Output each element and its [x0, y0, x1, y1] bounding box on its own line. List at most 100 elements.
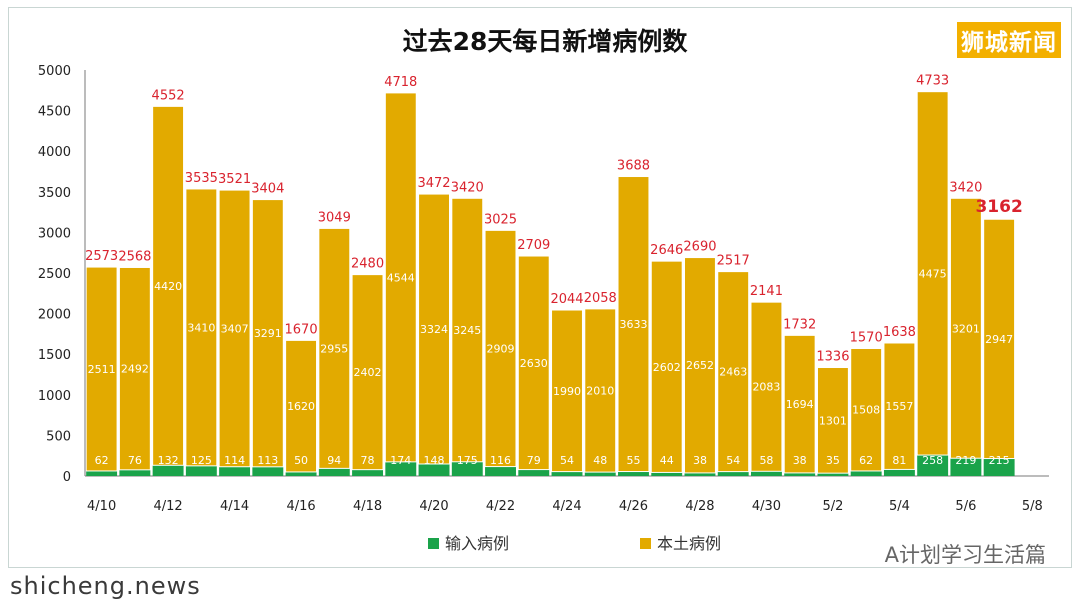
imported-value-label: 35	[826, 454, 840, 467]
local-value-label: 4420	[154, 280, 182, 293]
bar-imported	[451, 461, 483, 476]
local-value-label: 2083	[752, 381, 780, 394]
bar-local	[418, 193, 450, 465]
x-tick-label: 5/6	[955, 499, 976, 514]
brand-logo: 狮城新闻	[957, 22, 1061, 58]
y-tick-label: 4500	[38, 105, 71, 120]
y-tick-label: 1000	[38, 389, 71, 404]
chart: 过去28天每日新增病例数 0 500 1000 1500 2000 2500 3000 350…	[38, 27, 1049, 553]
total-label: 1336	[816, 350, 849, 365]
bar-imported	[518, 469, 550, 476]
bar-imported	[485, 466, 516, 476]
bar-imported	[584, 472, 616, 476]
imported-value-label: 38	[793, 454, 807, 467]
x-tick-label: 4/14	[220, 499, 249, 514]
imported-value-label: 62	[95, 454, 109, 467]
total-label: 4733	[916, 74, 949, 89]
imported-value-label: 78	[361, 454, 375, 467]
imported-value-label: 38	[693, 454, 707, 467]
total-label: 2058	[584, 291, 617, 306]
bar-local	[783, 334, 816, 474]
y-tick-label: 0	[63, 470, 71, 485]
imported-value-label: 116	[490, 454, 511, 467]
y-tick-label: 2500	[38, 267, 71, 282]
imported-value-label: 44	[660, 454, 674, 467]
local-value-label: 2492	[121, 363, 149, 376]
legend-label-local: 本土病例	[657, 534, 721, 553]
bar-imported	[252, 466, 284, 476]
bar-imported	[551, 471, 583, 476]
bar-local	[949, 197, 982, 459]
total-label: 3535	[185, 171, 218, 186]
x-tick-label: 4/30	[752, 499, 781, 514]
total-label: 2690	[683, 240, 716, 255]
bar-imported	[651, 472, 683, 476]
y-tick-label: 2000	[38, 308, 71, 323]
total-label: 1638	[883, 325, 916, 340]
local-value-label: 3633	[619, 318, 647, 331]
bar-imported	[352, 469, 384, 476]
imported-value-label: 219	[955, 454, 976, 467]
local-value-label: 3407	[221, 322, 249, 335]
bar-local	[650, 260, 683, 473]
bar-local	[983, 218, 1016, 460]
x-tick-label: 4/22	[486, 499, 515, 514]
bar-local	[883, 342, 916, 470]
imported-value-label: 148	[424, 454, 445, 467]
total-label: 4552	[152, 88, 185, 103]
bar-local	[152, 105, 185, 466]
bar-local	[584, 308, 617, 473]
bar-imported	[750, 471, 782, 476]
bar-imported	[219, 466, 251, 476]
local-value-label: 1557	[885, 400, 913, 413]
total-label: 2141	[750, 284, 783, 299]
imported-value-label: 114	[224, 454, 245, 467]
x-tick-labels: 4/10 4/12 4/14 4/16 4/18 4/20 4/22 4/24 4/26 4/28…	[87, 499, 1043, 514]
local-value-label: 2947	[985, 333, 1013, 346]
total-label: 2480	[351, 257, 384, 272]
local-value-label: 2909	[487, 342, 515, 355]
y-tick-label: 3000	[38, 226, 71, 241]
bar-local	[816, 367, 849, 474]
imported-value-label: 258	[922, 454, 943, 467]
local-value-label: 2010	[586, 384, 614, 397]
x-tick-label: 5/4	[889, 499, 910, 514]
imported-value-label: 132	[158, 454, 179, 467]
bar-local	[617, 176, 650, 473]
local-value-label: 4475	[919, 267, 947, 280]
total-label: 1570	[850, 331, 883, 346]
bar-imported	[817, 473, 849, 476]
y-tick-label: 500	[46, 429, 71, 444]
local-value-label: 2402	[354, 366, 382, 379]
x-tick-label: 4/24	[552, 499, 581, 514]
legend-swatch-imported	[428, 538, 439, 549]
bar-local	[251, 199, 284, 468]
local-value-label: 2630	[520, 357, 548, 370]
local-value-label: 2602	[653, 361, 681, 374]
local-value-label: 3324	[420, 323, 448, 336]
bar-imported	[717, 471, 749, 476]
bar-local	[185, 188, 218, 467]
bar-imported	[850, 470, 882, 476]
total-label: 1732	[783, 317, 816, 332]
local-value-label: 1620	[287, 400, 315, 413]
imported-value-label: 76	[128, 454, 142, 467]
total-label: 3472	[417, 176, 450, 191]
bar-labels: 2573 2511 62 2568 2492 76 4552 4420 132 3535 3410 1…	[85, 74, 1023, 467]
imported-value-label: 94	[327, 454, 341, 467]
local-value-label: 1694	[786, 398, 814, 411]
total-label: 2568	[118, 249, 151, 264]
y-tick-label: 1500	[38, 348, 71, 363]
bar-local	[85, 266, 118, 472]
imported-value-label: 54	[560, 454, 574, 467]
bar-local	[517, 255, 550, 471]
bar-local	[351, 274, 384, 471]
x-tick-label: 4/20	[419, 499, 448, 514]
chart-frame: 过去28天每日新增病例数 0 500 1000 1500 2000 2500 3000 350…	[8, 7, 1072, 568]
bar-imported	[318, 468, 350, 476]
imported-value-label: 48	[593, 454, 607, 467]
bar-imported	[418, 463, 450, 476]
bar-local	[318, 227, 351, 469]
total-label: 3025	[484, 212, 517, 227]
imported-value-label: 54	[726, 454, 740, 467]
